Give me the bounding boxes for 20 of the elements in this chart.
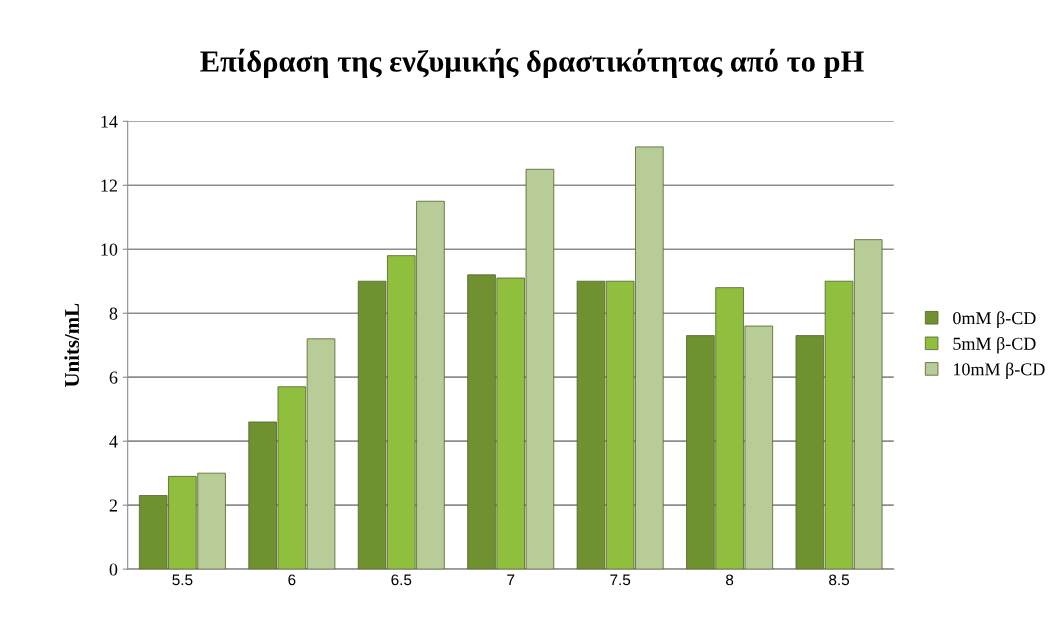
legend-label: 0mM β-CD [953, 311, 1036, 328]
chart-title: Επίδραση της ενζυμικής δραστικότητας από το pH [200, 48, 864, 79]
y-tick-label: 2 [109, 499, 117, 512]
x-tick-label: 6 [288, 574, 296, 586]
y-axis-title: Units/mL [64, 303, 79, 387]
y-tick-label: 14 [101, 115, 118, 128]
x-tick-label: 5.5 [172, 574, 193, 586]
x-tick-label: 8 [726, 574, 734, 586]
x-tick-label: 6.5 [391, 574, 412, 586]
x-tick-label: 7.5 [610, 574, 631, 586]
x-tick-label: 8.5 [829, 574, 850, 586]
legend-label: 5mM β-CD [953, 336, 1036, 354]
y-tick-label: 12 [101, 179, 117, 192]
y-tick-label: 4 [109, 435, 118, 448]
x-tick-label: 7 [507, 574, 515, 586]
y-tick-label: 10 [101, 243, 118, 256]
legend-label: 10mM β-CD [954, 362, 1045, 380]
y-tick-label: 6 [109, 371, 118, 384]
y-tick-label: 0 [109, 563, 118, 576]
y-tick-label: 8 [109, 307, 118, 320]
